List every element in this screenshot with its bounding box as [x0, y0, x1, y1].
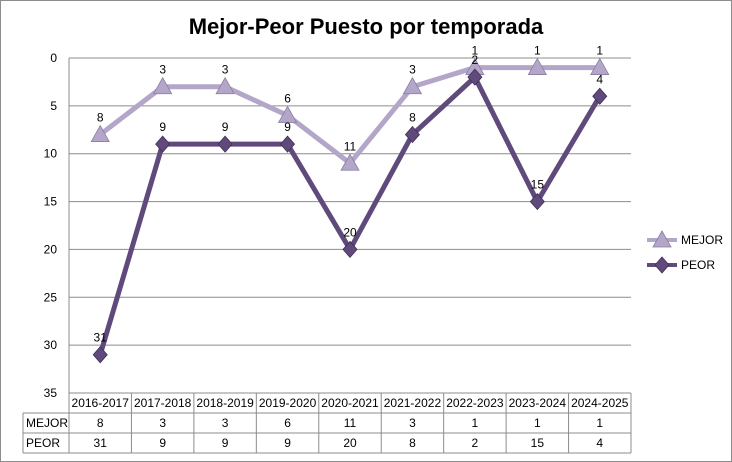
table-cell: 9	[159, 436, 166, 450]
data-label-mejor: 1	[596, 44, 603, 58]
data-label-peor: 8	[409, 111, 416, 125]
data-point-peor	[529, 192, 545, 211]
data-point-mejor	[340, 153, 360, 171]
series-line-peor	[97, 74, 603, 358]
data-point-mejor	[215, 76, 235, 95]
x-tick-label: 2021-2022	[384, 396, 442, 410]
table-cell: 15	[531, 436, 545, 450]
table-cell: 9	[284, 436, 291, 450]
y-tick-label: 5	[50, 99, 57, 113]
table-cell: 4	[596, 436, 603, 450]
x-tick-label: 2022-2023	[446, 396, 504, 410]
data-point-mejor	[402, 76, 423, 95]
table-cell: 2	[472, 436, 479, 450]
data-point-peor	[342, 240, 358, 259]
x-tick-label: 2020-2021	[321, 396, 379, 410]
table-cell: 1	[472, 416, 479, 430]
table-cell: 11	[344, 416, 357, 430]
data-label-mejor: 1	[534, 44, 541, 58]
table-cell: 1	[534, 416, 541, 430]
y-tick-label: 30	[44, 338, 58, 352]
y-axis: 0 5 10 15 20 25 30 35	[44, 51, 70, 400]
chart-title: Mejor-Peor Puesto por temporada	[189, 14, 544, 39]
x-tick-label: 2023-2024	[509, 396, 567, 410]
data-point-mejor	[152, 76, 173, 95]
y-tick-label: 10	[44, 147, 58, 161]
data-label-mejor: 8	[97, 111, 104, 125]
data-label-peor: 9	[159, 120, 166, 134]
x-tick-label: 2019-2020	[259, 396, 317, 410]
data-label-peor: 2	[472, 53, 479, 67]
data-label-mejor: 3	[159, 63, 166, 77]
data-label-peor: 31	[94, 331, 108, 345]
table-cell: 20	[343, 436, 357, 450]
table-cell: 9	[222, 436, 229, 450]
data-point-peor	[155, 135, 171, 153]
data-point-mejor	[590, 57, 610, 75]
table-cell: 3	[222, 416, 229, 430]
data-label-peor: 9	[222, 120, 229, 134]
y-tick-label: 35	[44, 386, 58, 400]
data-table: 2016-2017 2017-2018 2018-2019 2019-2020 2020…	[22, 392, 632, 454]
table-cell: 8	[97, 416, 104, 430]
legend-marker-peor	[654, 256, 670, 274]
legend: MEJOR PEOR	[647, 230, 723, 274]
x-tick-label: 2018-2019	[196, 396, 254, 410]
x-tick-label: 2016-2017	[72, 396, 130, 410]
table-cell: 3	[159, 416, 166, 430]
x-tick-label: 2024-2025	[571, 396, 629, 410]
y-tick-label: 15	[44, 195, 58, 209]
data-point-peor	[92, 346, 108, 364]
data-point-peor	[280, 135, 296, 153]
series-layer	[90, 57, 610, 364]
data-point-peor	[467, 68, 483, 86]
legend-label: MEJOR	[681, 233, 723, 247]
data-point-peor	[404, 125, 420, 144]
data-point-peor	[217, 135, 233, 153]
data-label-mejor: 1	[472, 44, 479, 58]
table-cell: 8	[409, 436, 416, 450]
data-label-peor: 20	[343, 225, 357, 239]
data-label-mejor: 11	[344, 139, 357, 153]
data-label-mejor: 3	[409, 63, 416, 77]
data-label-peor: 9	[284, 120, 291, 134]
table-cell: 3	[409, 416, 416, 430]
y-tick-label: 25	[44, 290, 58, 304]
legend-label: PEOR	[681, 258, 715, 272]
table-cell: 6	[284, 416, 291, 430]
table-cell: 1	[596, 416, 603, 430]
data-label-peor: 4	[596, 72, 603, 86]
data-point-mejor	[90, 124, 110, 142]
y-tick-label: 20	[44, 242, 58, 256]
table-cell: 31	[94, 436, 108, 450]
data-label-mejor: 6	[284, 91, 291, 105]
x-tick-label: 2017-2018	[134, 396, 192, 410]
table-series-name: MEJOR	[26, 416, 68, 430]
legend-marker-mejor	[652, 230, 672, 248]
data-label-mejor: 3	[222, 63, 229, 77]
table-series-name: PEOR	[26, 436, 60, 450]
y-tick-label: 0	[50, 51, 57, 65]
data-point-mejor	[527, 57, 548, 75]
data-point-peor	[592, 87, 608, 105]
data-point-mejor	[277, 105, 298, 123]
data-label-peor: 15	[531, 178, 545, 192]
